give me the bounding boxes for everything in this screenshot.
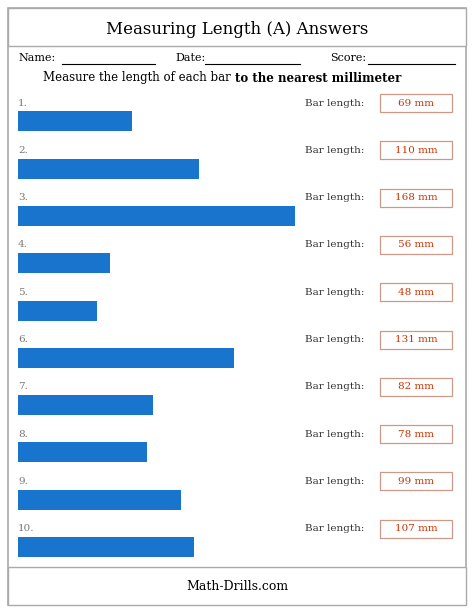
Text: Score:: Score:: [330, 53, 366, 63]
Bar: [8, 8, 466, 46]
Bar: [380, 473, 452, 490]
Text: Bar length:: Bar length:: [305, 287, 365, 297]
Text: Bar length:: Bar length:: [305, 240, 365, 249]
Text: Bar length:: Bar length:: [305, 383, 365, 391]
Bar: [380, 330, 452, 349]
Bar: [18, 395, 153, 415]
Text: 107 mm: 107 mm: [395, 524, 438, 533]
Text: Measure the length of each bar: Measure the length of each bar: [44, 72, 235, 85]
Bar: [18, 206, 295, 226]
Text: 3.: 3.: [18, 193, 28, 202]
Text: 1.: 1.: [18, 99, 28, 107]
Bar: [380, 425, 452, 443]
Text: 10.: 10.: [18, 524, 35, 533]
Text: 48 mm: 48 mm: [398, 287, 434, 297]
Text: Math-Drills.com: Math-Drills.com: [186, 579, 288, 593]
Text: 8.: 8.: [18, 430, 28, 438]
Text: 131 mm: 131 mm: [395, 335, 438, 344]
Bar: [18, 490, 181, 510]
Bar: [18, 348, 234, 368]
Text: Bar length:: Bar length:: [305, 146, 365, 155]
Text: to the nearest millimeter: to the nearest millimeter: [235, 72, 401, 85]
Text: 82 mm: 82 mm: [398, 383, 434, 391]
Bar: [380, 236, 452, 254]
Text: 7.: 7.: [18, 383, 28, 391]
Text: 4.: 4.: [18, 240, 28, 249]
Bar: [18, 537, 194, 557]
Text: 9.: 9.: [18, 477, 28, 486]
Text: Bar length:: Bar length:: [305, 430, 365, 438]
Text: .: .: [356, 72, 360, 85]
Bar: [18, 112, 132, 131]
Bar: [18, 159, 200, 178]
Bar: [380, 283, 452, 301]
Text: Date:: Date:: [175, 53, 205, 63]
Text: 56 mm: 56 mm: [398, 240, 434, 249]
Text: Bar length:: Bar length:: [305, 335, 365, 344]
Text: 110 mm: 110 mm: [395, 146, 438, 155]
Bar: [380, 94, 452, 112]
Text: 168 mm: 168 mm: [395, 193, 438, 202]
Text: 69 mm: 69 mm: [398, 99, 434, 107]
Text: Name:: Name:: [18, 53, 55, 63]
Bar: [8, 567, 466, 605]
Bar: [380, 378, 452, 396]
Bar: [380, 142, 452, 159]
Text: 6.: 6.: [18, 335, 28, 344]
Bar: [18, 300, 97, 321]
Bar: [380, 189, 452, 207]
Text: Bar length:: Bar length:: [305, 193, 365, 202]
Bar: [18, 253, 110, 273]
Text: 5.: 5.: [18, 287, 28, 297]
Bar: [18, 443, 146, 462]
Text: 2.: 2.: [18, 146, 28, 155]
Bar: [380, 520, 452, 538]
Text: 78 mm: 78 mm: [398, 430, 434, 438]
Text: Bar length:: Bar length:: [305, 477, 365, 486]
Text: Measuring Length (A) Answers: Measuring Length (A) Answers: [106, 21, 368, 39]
Text: Bar length:: Bar length:: [305, 524, 365, 533]
Text: Bar length:: Bar length:: [305, 99, 365, 107]
Text: 99 mm: 99 mm: [398, 477, 434, 486]
